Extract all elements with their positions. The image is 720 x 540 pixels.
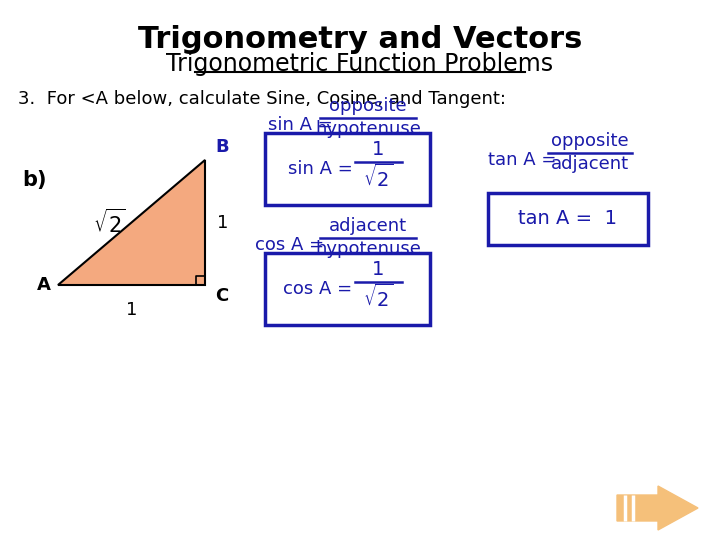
Text: B: B [215, 138, 229, 156]
Text: opposite: opposite [552, 132, 629, 150]
Text: cos A =: cos A = [283, 280, 358, 298]
Text: Trigonometric Function Problems: Trigonometric Function Problems [166, 52, 554, 76]
Bar [265, 253, 430, 325]
Text: $\sqrt{2}$: $\sqrt{2}$ [363, 284, 393, 311]
Text: $\sqrt{2}$: $\sqrt{2}$ [93, 208, 126, 237]
Text: hypotenuse: hypotenuse [315, 120, 421, 138]
Text: 1: 1 [372, 260, 384, 279]
Bar [265, 133, 430, 205]
Text: adjacent: adjacent [329, 217, 407, 235]
Text: A: A [37, 276, 51, 294]
Text: C: C [215, 287, 228, 305]
Text: sin A =: sin A = [268, 116, 338, 134]
Text: 1: 1 [217, 213, 228, 232]
Text: sin A =: sin A = [288, 160, 359, 178]
Text: $\sqrt{2}$: $\sqrt{2}$ [363, 164, 393, 191]
Polygon shape [617, 486, 698, 530]
Polygon shape [58, 160, 205, 285]
Text: Trigonometry and Vectors: Trigonometry and Vectors [138, 25, 582, 54]
Bar [488, 193, 648, 245]
Text: cos A =: cos A = [255, 236, 330, 254]
Text: tan A =  1: tan A = 1 [518, 210, 618, 228]
Text: tan A =: tan A = [488, 151, 562, 169]
Text: 3.  For <A below, calculate Sine, Cosine, and Tangent:: 3. For <A below, calculate Sine, Cosine,… [18, 90, 506, 108]
Text: opposite: opposite [329, 97, 407, 115]
Text: hypotenuse: hypotenuse [315, 240, 421, 258]
Text: 1: 1 [126, 301, 138, 319]
Text: adjacent: adjacent [551, 155, 629, 173]
Text: 1: 1 [372, 140, 384, 159]
Text: b): b) [22, 170, 47, 190]
